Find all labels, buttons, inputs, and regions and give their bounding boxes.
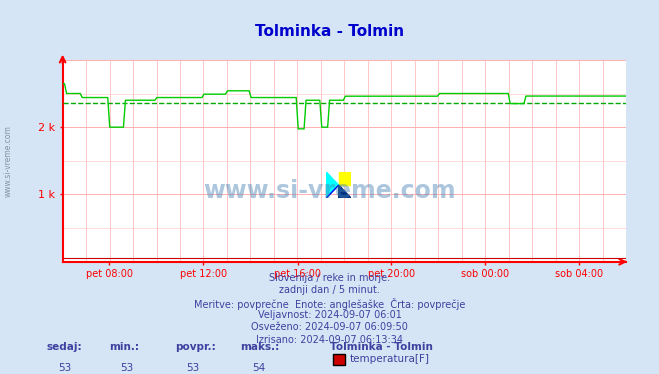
Text: www.si-vreme.com: www.si-vreme.com: [3, 125, 13, 197]
Text: 53: 53: [121, 363, 134, 373]
Polygon shape: [339, 172, 351, 185]
Text: Tolminka - Tolmin: Tolminka - Tolmin: [255, 24, 404, 39]
Text: maks.:: maks.:: [241, 342, 280, 352]
Text: Tolminka - Tolmin: Tolminka - Tolmin: [330, 342, 432, 352]
Text: Osveženo: 2024-09-07 06:09:50: Osveženo: 2024-09-07 06:09:50: [251, 322, 408, 332]
Text: povpr.:: povpr.:: [175, 342, 215, 352]
Text: sedaj:: sedaj:: [46, 342, 82, 352]
Text: min.:: min.:: [109, 342, 139, 352]
Text: Izrisano: 2024-09-07 06:13:34: Izrisano: 2024-09-07 06:13:34: [256, 335, 403, 345]
Text: Veljavnost: 2024-09-07 06:01: Veljavnost: 2024-09-07 06:01: [258, 310, 401, 320]
Text: Meritve: povprečne  Enote: anglešaške  Črta: povprečje: Meritve: povprečne Enote: anglešaške Črt…: [194, 298, 465, 310]
Text: zadnji dan / 5 minut.: zadnji dan / 5 minut.: [279, 285, 380, 295]
Text: www.si-vreme.com: www.si-vreme.com: [203, 179, 456, 203]
Text: 53: 53: [186, 363, 200, 373]
Polygon shape: [339, 185, 351, 198]
Text: 53: 53: [58, 363, 71, 373]
Text: Slovenija / reke in morje.: Slovenija / reke in morje.: [269, 273, 390, 283]
Text: 54: 54: [252, 363, 266, 373]
Polygon shape: [326, 172, 339, 198]
Text: temperatura[F]: temperatura[F]: [350, 355, 430, 364]
Polygon shape: [326, 185, 339, 198]
